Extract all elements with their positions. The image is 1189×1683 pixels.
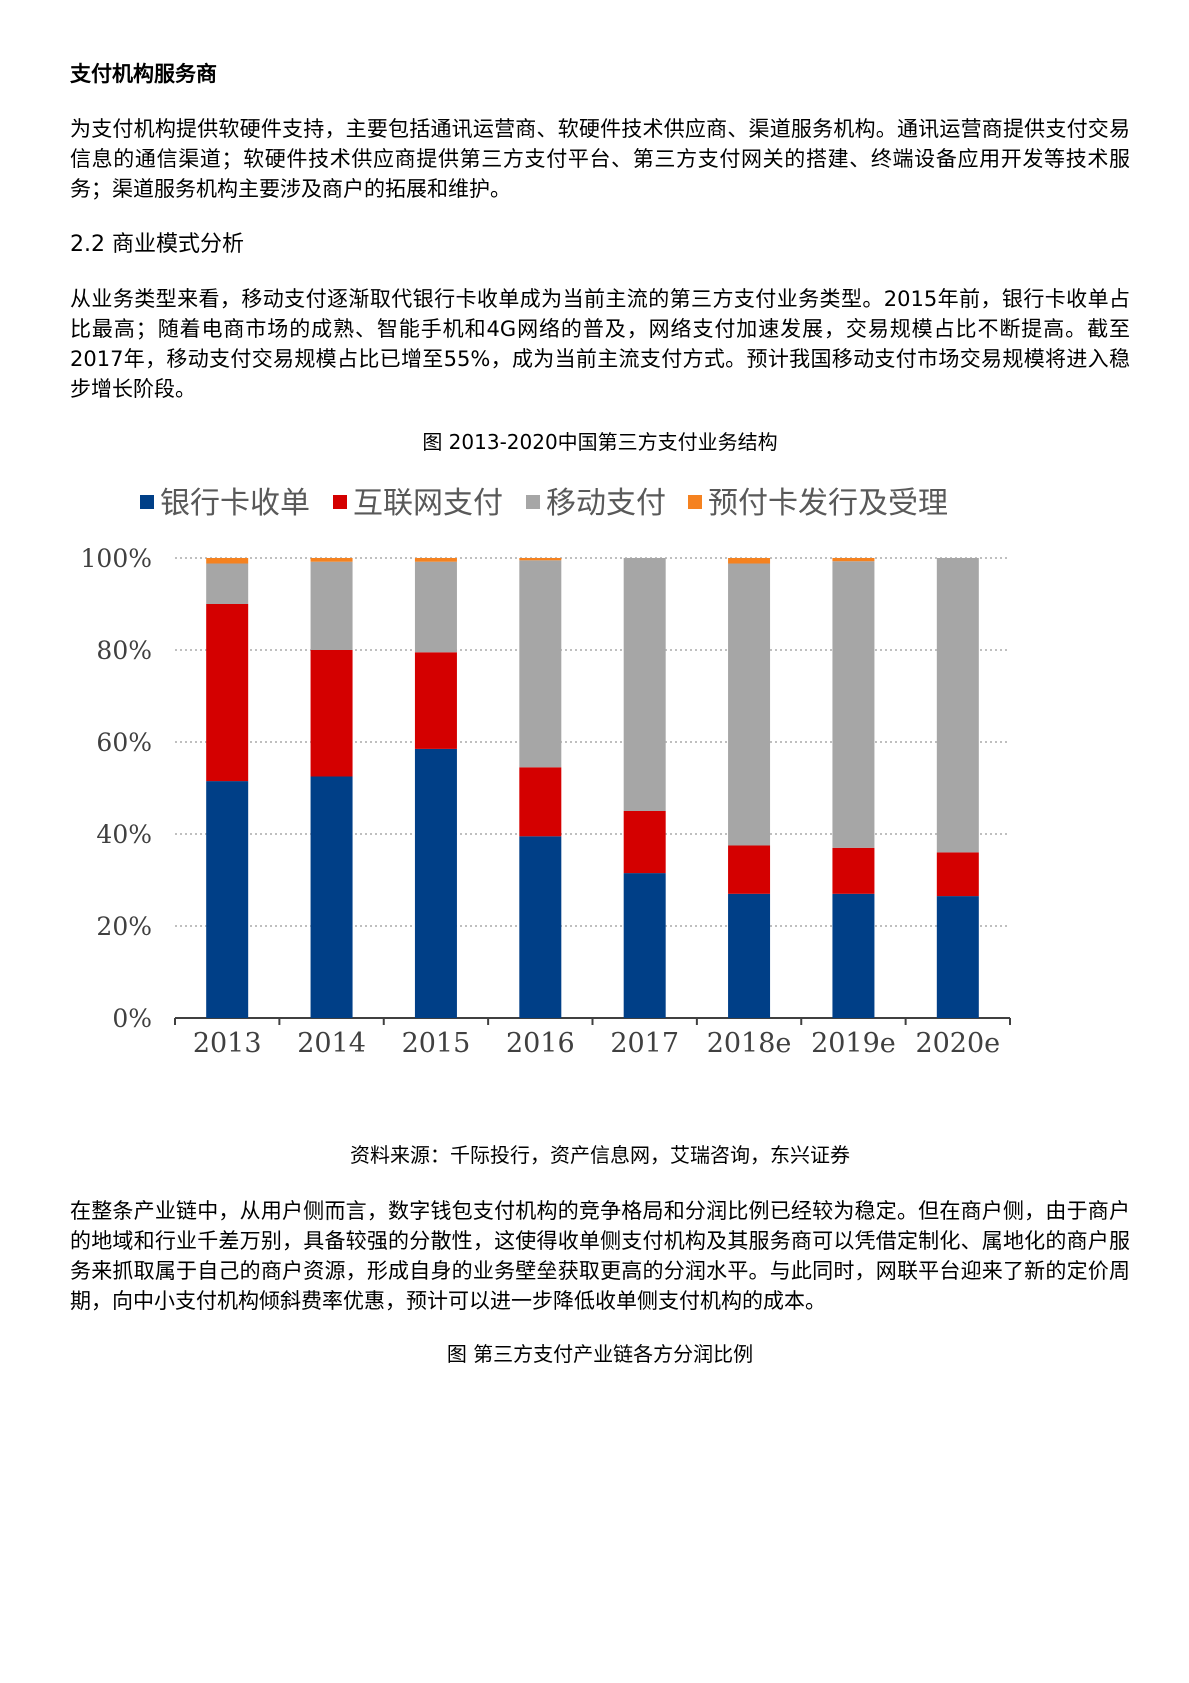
y-tick-label: 40% [96,820,152,849]
x-tick-label: 2020e [915,1028,1000,1059]
bar-segment [206,781,249,1018]
bar-segment [206,563,249,604]
bar-segment [519,558,562,561]
stacked-bar-chart: 银行卡收单 互联网支付 移动支付 预付卡发行及受理 0% 20% 40% 60% 80% 100%… [60,473,1120,1133]
paragraph: 在整条产业链中，从用户侧而言，数字钱包支付机构的竞争格局和分润比例已经较为稳定。… [70,1199,1130,1313]
bar-segment [414,561,457,653]
legend-swatch [688,495,702,509]
bar-segment [832,893,875,1018]
bar-segment [310,650,353,777]
paragraph: 从业务类型来看，移动支付逐渐取代银行卡收单成为当前主流的第三方支付业务类型。20… [70,287,1130,401]
legend-label: 银行卡收单 [160,486,310,521]
paragraph: 为支付机构提供软硬件支持，主要包括通讯运营商、软硬件技术供应商、渠道服务机构。通… [70,117,1130,201]
x-tick-label: 2013 [193,1028,262,1059]
x-tick-label: 2019e [811,1028,896,1059]
bar-segment [728,845,771,894]
bar-segment [728,893,771,1018]
bar-segment [206,604,249,782]
bar-segment [832,561,875,848]
section-heading: 2.2 商业模式分析 [70,232,244,257]
bar-segment [310,561,353,650]
bar-segment [519,767,562,837]
section-heading: 支付机构服务商 [70,62,217,86]
bar-segment [414,558,457,562]
y-tick-label: 0% [112,1004,152,1033]
figure-source: 资料来源：千际投行，资产信息网，艾瑞咨询，东兴证券 [350,1143,850,1167]
legend-swatch [526,495,540,509]
legend-label: 预付卡发行及受理 [708,486,948,521]
bar-segment [728,563,771,846]
bar-segment [623,811,666,874]
y-tick-label: 20% [96,912,152,941]
bar-segment [310,558,353,562]
x-tick-label: 2017 [610,1028,679,1059]
x-tick-label: 2018e [707,1028,792,1059]
bar-segment [623,873,666,1018]
bar-segment [206,558,249,564]
y-tick-label: 80% [96,636,152,665]
bar-segment [936,896,979,1018]
x-tick-label: 2014 [297,1028,366,1059]
bar-segment [728,558,771,564]
bar-segment [936,558,979,853]
document-page: 支付机构服务商 为支付机构提供软硬件支持，主要包括通讯运营商、软硬件技术供应商、… [70,58,1130,1385]
bar-segment [623,558,666,811]
bar-segment [414,652,457,749]
bar-segment [519,836,562,1018]
figure-caption: 图 2013-2020中国第三方支付业务结构 [422,430,778,454]
bar-segment [936,852,979,897]
legend-swatch [140,495,154,509]
chart-svg: 银行卡收单 互联网支付 移动支付 预付卡发行及受理 0% 20% 40% 60% 80% 100%… [81,486,1011,1059]
legend-label: 互联网支付 [353,486,503,521]
x-tick-label: 2016 [506,1028,575,1059]
bar-segment [832,558,875,562]
legend-label: 移动支付 [546,486,666,521]
figure-caption: 图 第三方支付产业链各方分润比例 [446,1342,754,1366]
y-tick-label: 100% [81,544,152,573]
legend-swatch [333,495,347,509]
bar-segment [414,748,457,1018]
bar-segment [832,847,875,894]
x-tick-label: 2015 [402,1028,471,1059]
bar-segment [310,776,353,1018]
bar-segment [519,560,562,768]
y-tick-label: 60% [96,728,152,757]
